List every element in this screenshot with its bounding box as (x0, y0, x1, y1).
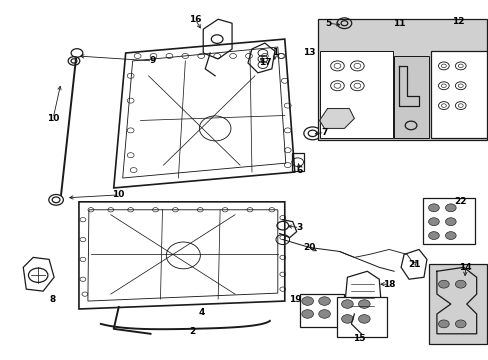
Circle shape (427, 218, 438, 226)
Circle shape (318, 310, 330, 318)
Text: 11: 11 (392, 19, 405, 28)
Circle shape (318, 297, 330, 305)
Circle shape (341, 315, 352, 323)
Circle shape (427, 231, 438, 239)
Circle shape (301, 310, 313, 318)
Text: 15: 15 (352, 334, 365, 343)
Text: 20: 20 (303, 243, 315, 252)
Text: 21: 21 (407, 260, 419, 269)
Bar (393, 56, 428, 138)
Text: 2: 2 (189, 327, 195, 336)
Text: 3: 3 (296, 223, 302, 232)
Text: 19: 19 (289, 294, 302, 303)
Text: 6: 6 (296, 166, 302, 175)
Bar (428, 264, 486, 344)
Circle shape (445, 218, 455, 226)
Text: 22: 22 (453, 197, 466, 206)
Circle shape (358, 300, 369, 308)
Text: 7: 7 (321, 128, 327, 137)
Bar (319, 51, 392, 138)
Bar (299, 294, 344, 327)
Text: 16: 16 (189, 15, 201, 24)
Text: 17: 17 (258, 58, 271, 67)
Bar (291, 153, 303, 171)
Text: 9: 9 (149, 57, 155, 66)
Circle shape (438, 320, 448, 328)
Circle shape (341, 300, 352, 308)
Text: 14: 14 (459, 263, 471, 272)
Text: 12: 12 (451, 17, 464, 26)
Circle shape (301, 297, 313, 305)
Circle shape (445, 204, 455, 212)
Circle shape (454, 320, 465, 328)
Circle shape (427, 204, 438, 212)
Bar (317, 19, 486, 140)
Circle shape (445, 231, 455, 239)
Bar (430, 51, 486, 138)
Text: 8: 8 (50, 294, 56, 303)
Circle shape (358, 315, 369, 323)
Text: 5: 5 (325, 19, 331, 28)
Circle shape (438, 280, 448, 288)
Text: 10: 10 (112, 190, 124, 199)
Circle shape (454, 280, 465, 288)
Text: 10: 10 (47, 114, 59, 123)
Bar (422, 198, 474, 244)
Text: 4: 4 (199, 309, 205, 318)
Text: 18: 18 (382, 280, 395, 289)
Bar (337, 297, 386, 337)
Polygon shape (319, 109, 354, 129)
Text: 13: 13 (303, 49, 315, 58)
Text: 1: 1 (271, 49, 277, 58)
